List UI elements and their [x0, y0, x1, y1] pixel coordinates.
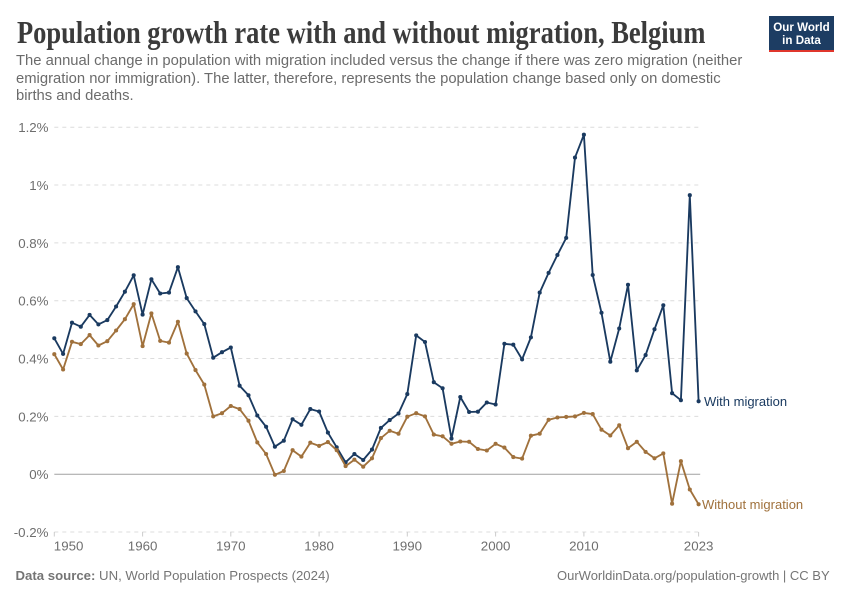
svg-text:-0.2%: -0.2%	[14, 525, 49, 540]
svg-text:With migration: With migration	[704, 394, 787, 409]
svg-text:1960: 1960	[128, 539, 158, 554]
svg-text:2010: 2010	[569, 539, 599, 554]
svg-text:0.6%: 0.6%	[18, 294, 48, 309]
svg-text:1980: 1980	[304, 539, 334, 554]
svg-text:0.4%: 0.4%	[18, 351, 48, 366]
svg-text:2023: 2023	[684, 539, 714, 554]
svg-text:1970: 1970	[216, 539, 246, 554]
svg-text:1.2%: 1.2%	[18, 120, 48, 135]
svg-text:2000: 2000	[481, 539, 511, 554]
svg-text:0.2%: 0.2%	[18, 409, 48, 424]
svg-text:0%: 0%	[29, 467, 48, 482]
svg-text:1990: 1990	[393, 539, 423, 554]
svg-text:1%: 1%	[29, 178, 48, 193]
svg-text:0.8%: 0.8%	[18, 236, 48, 251]
svg-text:1950: 1950	[54, 539, 84, 554]
svg-text:Without migration: Without migration	[702, 497, 803, 512]
